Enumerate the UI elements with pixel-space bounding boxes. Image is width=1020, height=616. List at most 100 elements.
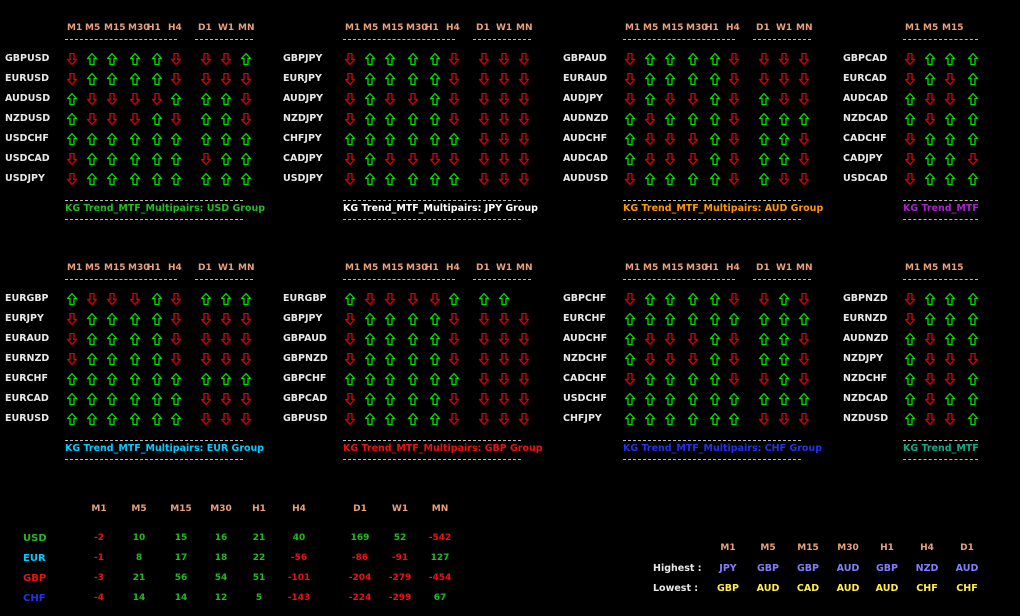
trend-down-arrow-icon [448,352,460,366]
pair-label: NZDCAD [843,393,888,404]
trend-down-arrow-icon [200,312,212,326]
pair-label: EURUSD [5,73,49,84]
trend-up-arrow-icon [66,132,78,146]
pair-label: AUDUSD [5,93,51,104]
highlow-timeframe-header: M30 [837,543,859,553]
trend-up-arrow-icon [220,172,232,186]
trend-down-arrow-icon [240,352,252,366]
trend-up-arrow-icon [407,72,419,86]
trend-up-arrow-icon [644,372,656,386]
timeframe-header: M1 [625,23,641,33]
trend-up-arrow-icon [200,172,212,186]
trend-down-arrow-icon [220,412,232,426]
currency-label: EUR [23,553,46,564]
trend-down-arrow-icon [924,92,936,106]
trend-down-arrow-icon [344,312,356,326]
trend-up-arrow-icon [429,392,441,406]
trend-down-arrow-icon [904,292,916,306]
trend-up-arrow-icon [967,392,979,406]
panel-title: KG Trend_MTF_Multipairs: EUR Group [65,443,265,454]
trend-down-arrow-icon [344,352,356,366]
pair-label: USDCHF [5,133,49,144]
trend-down-arrow-icon [728,92,740,106]
pair-label: EURNZD [843,313,888,324]
title-separator [903,219,978,220]
trend-up-arrow-icon [709,132,721,146]
pair-label: CADCHF [843,133,887,144]
trend-down-arrow-icon [364,292,376,306]
trend-up-arrow-icon [106,152,118,166]
currency-label: USD [23,533,47,544]
trend-up-arrow-icon [924,292,936,306]
trend-down-arrow-icon [644,112,656,126]
pair-label: AUDCAD [563,153,608,164]
trend-up-arrow-icon [106,412,118,426]
trend-up-arrow-icon [644,312,656,326]
timeframe-header: M15 [382,263,404,273]
trend-up-arrow-icon [687,292,699,306]
strength-value: 169 [350,533,370,543]
trend-up-arrow-icon [129,172,141,186]
trend-up-arrow-icon [407,52,419,66]
timeframe-header: M1 [345,23,361,33]
timeframe-header: H1 [705,23,719,33]
trend-up-arrow-icon [778,112,790,126]
trend-up-arrow-icon [170,92,182,106]
trend-down-arrow-icon [448,412,460,426]
trend-up-arrow-icon [407,332,419,346]
trend-down-arrow-icon [448,152,460,166]
trend-down-arrow-icon [728,152,740,166]
trend-down-arrow-icon [170,332,182,346]
trend-down-arrow-icon [758,292,770,306]
strength-value: 127 [430,553,450,563]
trend-up-arrow-icon [106,352,118,366]
timeframe-header: M15 [382,23,404,33]
trend-down-arrow-icon [448,332,460,346]
trend-up-arrow-icon [129,332,141,346]
trend-up-arrow-icon [240,152,252,166]
panel-title: KG Trend_MTF_Multipairs: USD Group [65,203,266,214]
trend-up-arrow-icon [129,412,141,426]
trend-up-arrow-icon [200,92,212,106]
timeframe-header: M1 [67,263,83,273]
trend-down-arrow-icon [170,52,182,66]
pair-label: AUDNZD [843,333,889,344]
trend-down-arrow-icon [924,392,936,406]
trend-down-arrow-icon [86,92,98,106]
trend-down-arrow-icon [944,92,956,106]
trend-up-arrow-icon [151,312,163,326]
trend-up-arrow-icon [644,292,656,306]
pair-label: NZDJPY [843,353,884,364]
trend-up-arrow-icon [624,352,636,366]
trend-up-arrow-icon [758,312,770,326]
strength-value: -2 [94,533,104,543]
trend-down-arrow-icon [240,112,252,126]
trend-down-arrow-icon [728,372,740,386]
trend-down-arrow-icon [170,312,182,326]
timeframe-header: M1 [905,23,921,33]
timeframe-header: M30 [686,263,708,273]
trend-up-arrow-icon [364,332,376,346]
trend-up-arrow-icon [364,412,376,426]
trend-down-arrow-icon [967,352,979,366]
trend-down-arrow-icon [200,332,212,346]
pair-label: USDCAD [843,173,888,184]
trend-down-arrow-icon [66,312,78,326]
highest-currency: GBP [756,563,780,574]
trend-down-arrow-icon [498,312,510,326]
timeframe-header: M5 [85,263,101,273]
strength-value: 14 [174,593,188,603]
trend-up-arrow-icon [429,172,441,186]
trend-up-arrow-icon [967,112,979,126]
trend-up-arrow-icon [904,372,916,386]
trend-down-arrow-icon [518,112,530,126]
trend-down-arrow-icon [498,152,510,166]
trend-down-arrow-icon [758,72,770,86]
strength-timeframe-header: H1 [252,504,266,514]
trend-up-arrow-icon [664,52,676,66]
trend-up-arrow-icon [200,132,212,146]
trend-up-arrow-icon [687,112,699,126]
timeframe-header: H4 [726,23,740,33]
trend-up-arrow-icon [429,52,441,66]
trend-up-arrow-icon [86,152,98,166]
